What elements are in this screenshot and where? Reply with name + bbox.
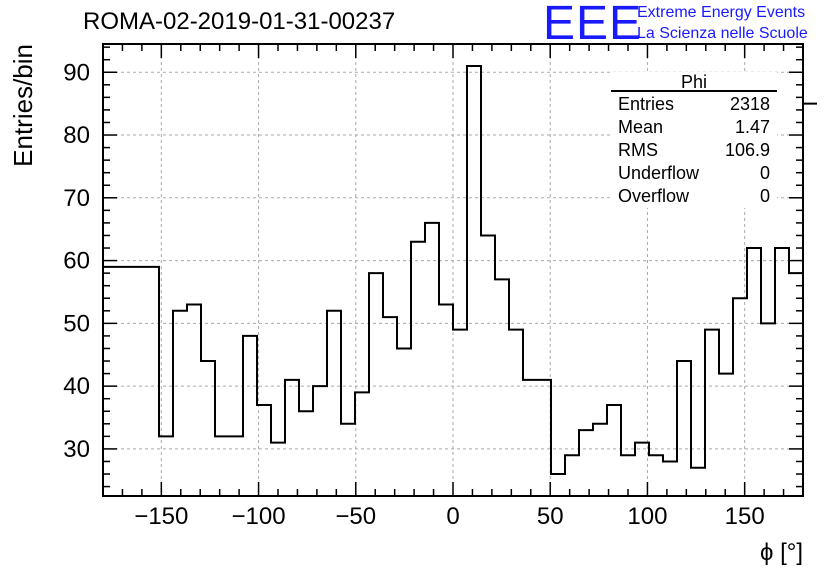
stats-value: 0 xyxy=(760,186,770,206)
y-tick-label: 70 xyxy=(63,185,90,212)
x-tick-label: −150 xyxy=(134,503,188,530)
histogram-bin xyxy=(663,461,677,496)
histogram-bin xyxy=(439,305,453,496)
histogram-bin xyxy=(145,267,159,496)
stats-value: 1.47 xyxy=(735,117,770,137)
x-tick-label: 50 xyxy=(537,503,564,530)
histogram-bin xyxy=(789,273,803,496)
y-tick-label: 50 xyxy=(63,310,90,337)
histogram-bin xyxy=(677,361,691,496)
stats-label: Overflow xyxy=(618,186,690,206)
histogram-bin xyxy=(523,380,537,496)
histogram-bin xyxy=(607,405,621,496)
histogram-bin xyxy=(761,323,775,496)
y-tick-label: 30 xyxy=(63,436,90,463)
histogram-bin xyxy=(201,361,215,496)
stats-label: Mean xyxy=(618,117,663,137)
histogram-bin xyxy=(187,305,201,496)
x-tick-label: −100 xyxy=(232,503,286,530)
stats-value: 2318 xyxy=(730,94,770,114)
histogram-bin xyxy=(327,311,341,496)
histogram-bin xyxy=(565,455,579,496)
y-tick-label: 90 xyxy=(63,59,90,86)
stats-label: Underflow xyxy=(618,163,700,183)
histogram-bin xyxy=(243,336,257,496)
histogram-bin xyxy=(481,235,495,496)
histogram-bin xyxy=(495,279,509,496)
histogram-bin xyxy=(733,298,747,496)
histogram-bin xyxy=(215,436,229,496)
logo-line-1: Extreme Energy Events xyxy=(637,4,806,21)
histogram-bin xyxy=(131,267,145,496)
histogram-bin xyxy=(425,223,439,496)
x-axis-label: ϕ [°] xyxy=(760,539,803,566)
stats-title: Phi xyxy=(681,72,707,92)
histogram-bin xyxy=(299,411,313,496)
histogram-bin xyxy=(285,380,299,496)
histogram-bin xyxy=(341,424,355,496)
x-tick-label: 0 xyxy=(446,503,459,530)
histogram-bin xyxy=(747,248,761,496)
histogram-line xyxy=(103,64,817,476)
histogram-bin xyxy=(397,348,411,496)
stats-box xyxy=(611,72,777,208)
stats-label: RMS xyxy=(618,140,658,160)
stats-value: 0 xyxy=(760,163,770,183)
eee-logo: EEE xyxy=(543,0,643,50)
y-tick-label: 80 xyxy=(63,122,90,149)
histogram-bin xyxy=(719,374,733,496)
y-tick-label: 40 xyxy=(63,373,90,400)
histogram-bin xyxy=(705,330,719,496)
histogram-bin xyxy=(803,104,817,496)
histogram-bin xyxy=(579,430,593,496)
histogram-bin xyxy=(551,474,565,496)
histogram-bin xyxy=(509,330,523,496)
histogram-bin xyxy=(229,436,243,496)
x-tick-label: −50 xyxy=(335,503,376,530)
histogram-bin xyxy=(453,330,467,496)
stats-value: 106.9 xyxy=(725,140,770,160)
y-tick-label: 60 xyxy=(63,248,90,275)
histogram-bin xyxy=(271,443,285,496)
histogram-bin xyxy=(173,311,187,496)
histogram-bin xyxy=(537,380,551,496)
histogram-bin xyxy=(775,248,789,496)
x-tick-label: 100 xyxy=(627,503,667,530)
histogram-bin xyxy=(369,273,383,496)
histogram-bin xyxy=(411,242,425,496)
histogram-bin xyxy=(649,455,663,496)
histogram-bin xyxy=(593,424,607,496)
histogram-bin xyxy=(355,392,369,496)
logo-line-2: La Scienza nelle Scuole xyxy=(637,25,808,42)
histogram-bin xyxy=(383,317,397,496)
histogram-bin xyxy=(313,386,327,496)
stats-label: Entries xyxy=(618,94,674,114)
chart-title: ROMA-02-2019-01-31-00237 xyxy=(83,8,396,35)
histogram-bin xyxy=(117,267,131,496)
y-axis-label: Entries/bin xyxy=(8,44,38,167)
histogram-bin xyxy=(691,468,705,496)
x-tick-label: 150 xyxy=(725,503,765,530)
histogram-bin xyxy=(467,66,481,496)
